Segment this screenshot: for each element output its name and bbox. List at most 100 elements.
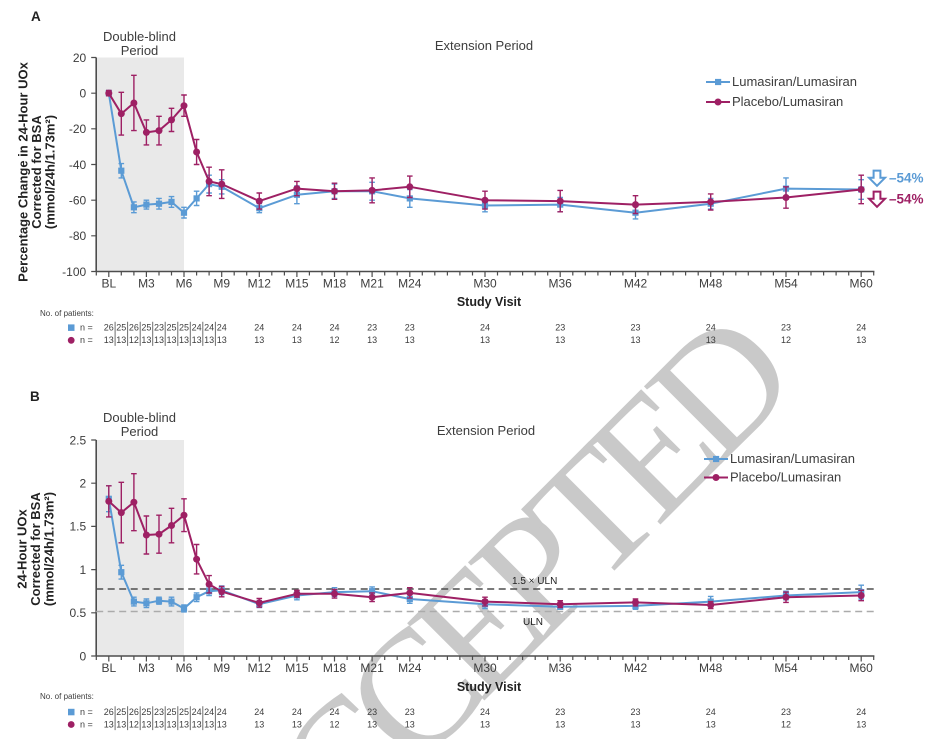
svg-text:13: 13 — [204, 719, 214, 729]
svg-text:13: 13 — [630, 335, 640, 345]
svg-text:M30: M30 — [473, 661, 497, 675]
svg-text:-20: -20 — [69, 122, 87, 136]
svg-text:M36: M36 — [549, 661, 573, 675]
svg-text:n =: n = — [80, 335, 93, 345]
svg-text:24: 24 — [254, 323, 264, 333]
svg-text:13: 13 — [630, 719, 640, 729]
svg-text:Period: Period — [121, 424, 159, 439]
svg-text:13: 13 — [154, 719, 164, 729]
svg-text:12: 12 — [329, 335, 339, 345]
svg-text:26: 26 — [104, 707, 114, 717]
svg-text:0: 0 — [80, 87, 87, 101]
svg-text:BL: BL — [101, 277, 116, 291]
svg-text:23: 23 — [405, 323, 415, 333]
svg-text:23: 23 — [154, 323, 164, 333]
svg-text:B: B — [30, 389, 40, 404]
svg-text:23: 23 — [630, 323, 640, 333]
svg-text:Lumasiran/Lumasiran: Lumasiran/Lumasiran — [732, 74, 857, 89]
svg-text:M60: M60 — [850, 277, 874, 291]
svg-text:25: 25 — [179, 707, 189, 717]
svg-text:13: 13 — [254, 335, 264, 345]
svg-text:13: 13 — [104, 335, 114, 345]
svg-text:13: 13 — [405, 335, 415, 345]
svg-text:13: 13 — [141, 719, 151, 729]
svg-text:Double-blind: Double-blind — [103, 410, 176, 425]
svg-text:25: 25 — [141, 323, 151, 333]
svg-text:2.5: 2.5 — [70, 433, 87, 447]
svg-text:23: 23 — [781, 323, 791, 333]
svg-text:13: 13 — [179, 719, 189, 729]
svg-text:20: 20 — [73, 51, 87, 65]
svg-text:Corrected for BSA: Corrected for BSA — [29, 115, 44, 229]
svg-text:Placebo/Lumasiran: Placebo/Lumasiran — [732, 94, 843, 109]
svg-text:13: 13 — [292, 719, 302, 729]
svg-text:25: 25 — [116, 707, 126, 717]
svg-text:24: 24 — [856, 323, 866, 333]
svg-text:M24: M24 — [398, 277, 422, 291]
svg-text:13: 13 — [166, 335, 176, 345]
svg-text:M3: M3 — [138, 661, 155, 675]
svg-text:13: 13 — [706, 335, 716, 345]
svg-text:23: 23 — [630, 707, 640, 717]
svg-text:24: 24 — [329, 323, 339, 333]
svg-text:24: 24 — [856, 707, 866, 717]
svg-text:24: 24 — [217, 323, 227, 333]
svg-text:Corrected for BSA: Corrected for BSA — [28, 492, 43, 606]
svg-text:24: 24 — [204, 707, 214, 717]
svg-text:13: 13 — [405, 719, 415, 729]
svg-text:13: 13 — [555, 335, 565, 345]
svg-text:24: 24 — [292, 707, 302, 717]
svg-text:23: 23 — [367, 707, 377, 717]
svg-text:25: 25 — [166, 323, 176, 333]
svg-text:Study Visit: Study Visit — [457, 680, 522, 694]
svg-text:13: 13 — [166, 719, 176, 729]
svg-text:No. of patients:: No. of patients: — [40, 309, 94, 318]
svg-text:Placebo/Lumasiran: Placebo/Lumasiran — [730, 470, 841, 485]
svg-text:26: 26 — [129, 323, 139, 333]
svg-text:M18: M18 — [323, 661, 347, 675]
svg-text:M3: M3 — [138, 277, 155, 291]
svg-text:13: 13 — [856, 335, 866, 345]
svg-text:–54%: –54% — [889, 192, 924, 207]
svg-text:25: 25 — [116, 323, 126, 333]
svg-text:A: A — [31, 9, 41, 24]
svg-text:13: 13 — [254, 719, 264, 729]
svg-text:13: 13 — [192, 719, 202, 729]
svg-text:24: 24 — [217, 707, 227, 717]
svg-text:13: 13 — [204, 335, 214, 345]
svg-text:Study Visit: Study Visit — [457, 295, 522, 309]
svg-text:24: 24 — [329, 707, 339, 717]
svg-text:M15: M15 — [285, 277, 309, 291]
svg-text:(mmol/24h/1.73m²): (mmol/24h/1.73m²) — [42, 492, 57, 606]
svg-text:1.5: 1.5 — [70, 520, 87, 534]
svg-text:M24: M24 — [398, 661, 422, 675]
svg-text:13: 13 — [217, 719, 227, 729]
svg-text:12: 12 — [781, 335, 791, 345]
svg-text:13: 13 — [480, 335, 490, 345]
svg-text:M54: M54 — [774, 277, 798, 291]
svg-text:26: 26 — [104, 323, 114, 333]
svg-text:13: 13 — [192, 335, 202, 345]
svg-text:Extension Period: Extension Period — [435, 38, 533, 53]
svg-text:25: 25 — [141, 707, 151, 717]
svg-text:13: 13 — [367, 719, 377, 729]
svg-text:M54: M54 — [774, 661, 798, 675]
svg-text:–54%: –54% — [889, 171, 924, 186]
svg-text:13: 13 — [116, 335, 126, 345]
svg-text:24: 24 — [204, 323, 214, 333]
svg-text:M48: M48 — [699, 277, 723, 291]
svg-text:24: 24 — [480, 323, 490, 333]
svg-text:23: 23 — [555, 707, 565, 717]
svg-text:24: 24 — [254, 707, 264, 717]
svg-text:23: 23 — [405, 707, 415, 717]
svg-text:n =: n = — [80, 323, 93, 333]
svg-text:25: 25 — [166, 707, 176, 717]
svg-text:0: 0 — [80, 649, 87, 663]
svg-text:23: 23 — [781, 707, 791, 717]
svg-text:M36: M36 — [549, 277, 573, 291]
svg-text:-60: -60 — [69, 194, 87, 208]
svg-text:n =: n = — [80, 707, 93, 717]
svg-text:24: 24 — [706, 323, 716, 333]
svg-text:13: 13 — [141, 335, 151, 345]
svg-text:Extension Period: Extension Period — [437, 423, 535, 438]
